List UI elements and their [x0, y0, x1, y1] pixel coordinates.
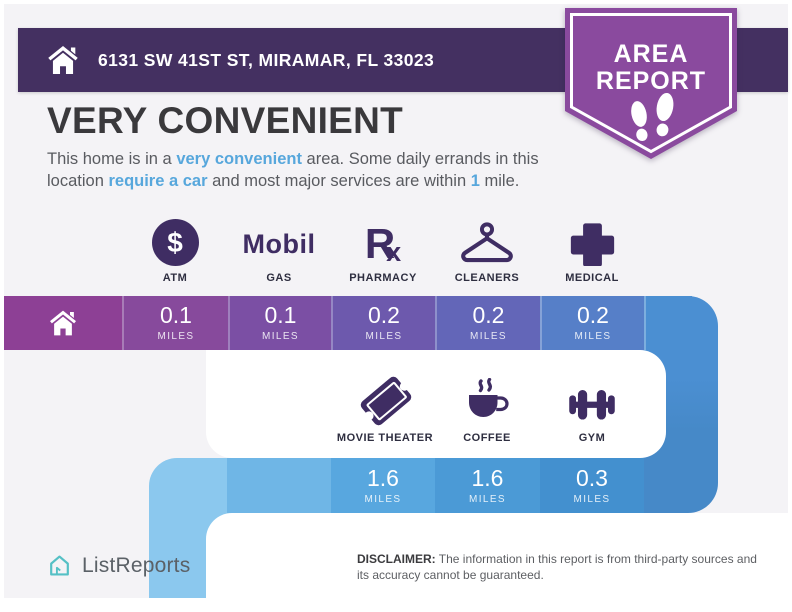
amenity-gym: GYM [524, 374, 660, 444]
amenity-gas: Mobil GAS [211, 214, 347, 284]
badge-title-line1: AREA [613, 40, 689, 68]
footer-card [206, 513, 788, 598]
distance-unit: MILES [573, 493, 611, 505]
distance-value: 0.1 [160, 302, 192, 328]
amenity-label: COFFEE [463, 432, 511, 444]
amenity-label: ATM [162, 272, 188, 284]
distance-segment: 0.1 MILES [228, 296, 331, 350]
text-run: and most major services are within [207, 171, 471, 190]
distance-unit: MILES [364, 493, 402, 505]
coffee-cup-icon [469, 378, 509, 417]
badge-title-line2: REPORT [595, 67, 707, 95]
amenity-label: GAS [266, 272, 292, 284]
text-run: mile. [479, 171, 520, 190]
area-report-badge: AREA REPORT [565, 8, 737, 160]
text-run: area. Some daily errands in this locatio… [47, 150, 539, 190]
distance-segment: 1.6 MILES [331, 458, 435, 513]
distance-bar-2: 1.6 MILES 1.6 MILES 0.3 MILES [149, 458, 644, 513]
amenity-medical: MEDICAL [524, 214, 660, 284]
property-address: 6131 SW 41ST ST, MIRAMAR, FL 33023 [98, 49, 435, 70]
bar-lead-segment [149, 458, 227, 513]
distance-unit: MILES [157, 331, 195, 342]
listreports-logo: ListReports [46, 552, 190, 579]
amenity-label: MEDICAL [565, 272, 619, 284]
distance-value: 0.3 [576, 464, 608, 491]
bar-tail [644, 296, 692, 350]
distance-unit: MILES [468, 493, 506, 505]
home-segment [4, 296, 122, 350]
amenity-cleaners: CLEANERS [419, 214, 555, 284]
disclaimer: DISCLAIMER: The information in this repo… [357, 551, 769, 583]
summary-paragraph: This home is in a very convenient area. … [47, 149, 579, 193]
distance-segment: 0.2 MILES [331, 296, 435, 350]
amenity-coffee: COFFEE [419, 374, 555, 444]
footprints-icon [631, 92, 674, 142]
distance-segment: 0.3 MILES [540, 458, 644, 513]
distance-value: 1.6 [471, 464, 504, 491]
highlighted-text: very convenient [176, 150, 302, 168]
text-run: This home is in a [47, 150, 177, 168]
distance-value: 0.2 [472, 302, 505, 328]
distance-unit: MILES [365, 331, 403, 342]
distance-unit: MILES [469, 331, 507, 342]
distance-segment: 0.2 MILES [435, 296, 540, 350]
amenity-label: GYM [578, 432, 606, 444]
brand-name: ListReports [82, 553, 191, 577]
distance-segment: 1.6 MILES [435, 458, 540, 513]
highlighted-text: require a car [108, 171, 208, 190]
amenity-label: PHARMACY [349, 272, 417, 284]
amenity-atm: $ ATM [107, 214, 243, 284]
distance-unit: MILES [261, 331, 299, 342]
home-icon [48, 45, 78, 75]
distance-value: 1.6 [367, 464, 399, 491]
amenity-label: MOVIE THEATER [336, 432, 434, 444]
bar-lead-segment [227, 458, 331, 513]
listreports-house-icon [50, 555, 69, 576]
disclaimer-text: The information in this report is from t… [357, 552, 757, 583]
mobil-logo-icon: Mobil [242, 229, 316, 259]
movie-ticket-icon [358, 374, 414, 428]
atm-dollar-icon: $ [151, 219, 199, 266]
distance-segment: 0.2 MILES [540, 296, 644, 350]
distance-unit: MILES [574, 331, 612, 342]
amenity-movie-theater: MOVIE THEATER [317, 374, 453, 444]
hanger-icon [461, 222, 513, 263]
amenity-label: CLEANERS [454, 272, 520, 284]
distance-value: 0.2 [368, 302, 400, 328]
medical-cross-icon [570, 223, 614, 266]
distance-value: 0.1 [264, 302, 297, 328]
distance-segment: 0.1 MILES [122, 296, 228, 350]
distance-value: 0.2 [577, 302, 609, 328]
highlighted-text: 1 [470, 171, 480, 190]
disclaimer-label: DISCLAIMER: [357, 552, 436, 566]
page-title: VERY CONVENIENT [47, 100, 404, 141]
dumbbell-icon [569, 389, 615, 420]
home-icon [50, 310, 76, 336]
distance-bar-1: 0.1 MILES 0.1 MILES 0.2 MILES 0.2 MILES … [4, 296, 692, 350]
badge-shape [565, 8, 737, 159]
